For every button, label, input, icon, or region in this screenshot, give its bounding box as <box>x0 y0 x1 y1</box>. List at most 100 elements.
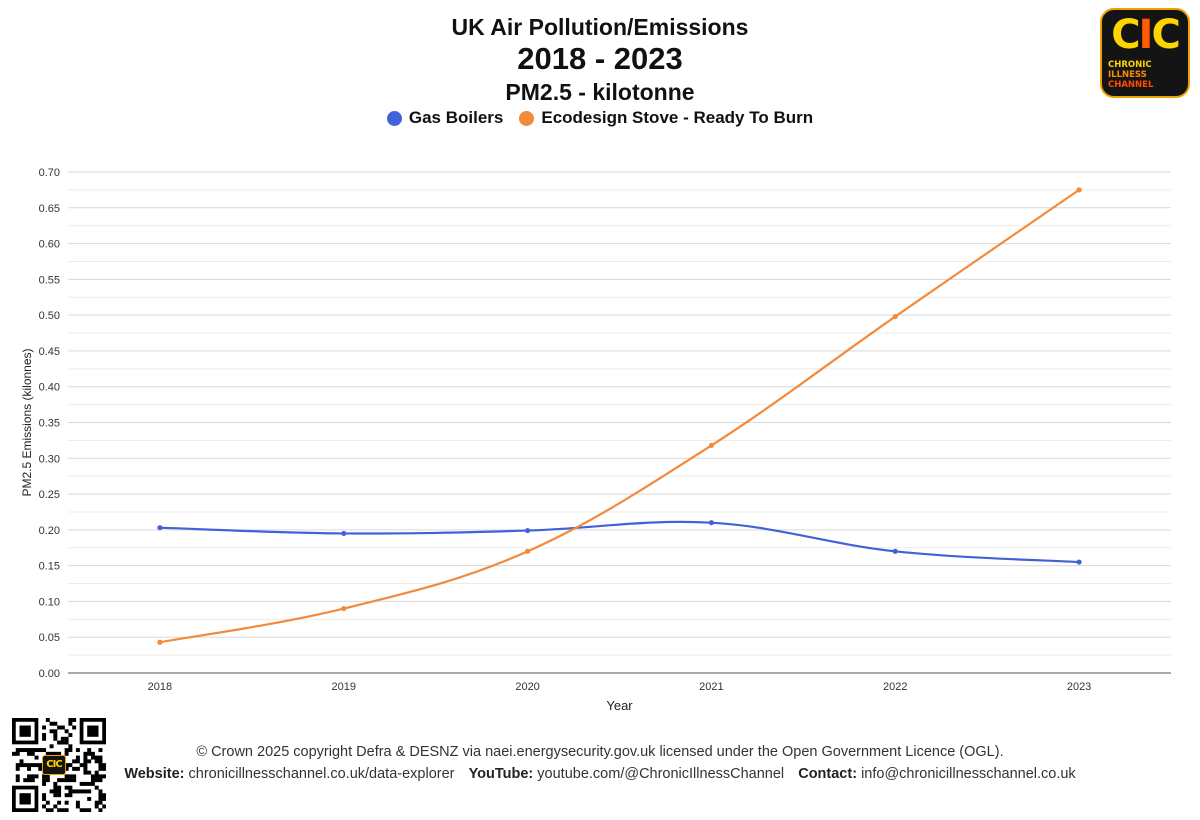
qr-module <box>94 800 99 805</box>
qr-module <box>53 736 58 741</box>
qr-module <box>42 774 47 779</box>
qr-module <box>83 755 88 760</box>
qr-module <box>87 759 92 764</box>
qr-module <box>19 748 24 753</box>
y-tick-label: 0.50 <box>39 310 60 322</box>
qr-module <box>102 796 106 801</box>
data-point <box>524 548 531 554</box>
qr-module <box>34 755 39 760</box>
y-tick-label: 0.15 <box>39 561 60 573</box>
qr-module <box>83 781 88 786</box>
qr-module <box>53 751 58 756</box>
qr-module <box>64 774 69 779</box>
qr-code-icon[interactable] <box>12 718 106 812</box>
qr-module <box>42 796 47 801</box>
y-tick-label: 0.70 <box>39 167 60 179</box>
copyright-text: © Crown 2025 copyright Defra & DESNZ via… <box>196 744 1004 760</box>
chart-header: UK Air Pollution/Emissions 2018 - 2023 P… <box>0 12 1200 108</box>
qr-module <box>87 770 92 775</box>
qr-module <box>27 766 31 771</box>
qr-module <box>83 751 88 756</box>
qr-module <box>72 789 77 794</box>
qr-module <box>53 785 58 790</box>
qr-module <box>27 748 31 753</box>
data-point <box>892 548 898 554</box>
qr-module <box>98 800 103 805</box>
qr-module <box>30 778 35 783</box>
qr-module <box>57 785 62 790</box>
x-tick-label: 2020 <box>515 681 539 693</box>
legend-label: Ecodesign Stove - Ready To Burn <box>541 108 814 127</box>
qr-module <box>45 808 50 812</box>
qr-module <box>64 766 69 771</box>
y-tick-label: 0.35 <box>39 418 60 430</box>
qr-module <box>102 804 106 809</box>
qr-module <box>12 751 16 756</box>
qr-module <box>98 808 103 812</box>
qr-module <box>90 781 95 786</box>
legend-item-gas-boilers[interactable]: Gas Boilers <box>386 108 503 128</box>
qr-module <box>94 770 99 775</box>
qr-module <box>72 766 77 771</box>
qr-module <box>68 763 73 768</box>
qr-module <box>75 748 80 753</box>
qr-module <box>102 793 106 798</box>
website-label: Website: <box>124 766 185 782</box>
qr-module <box>27 778 31 783</box>
x-tick-label: 2018 <box>148 681 172 693</box>
qr-module <box>68 733 73 737</box>
qr-module <box>83 763 88 768</box>
series-line-0 <box>159 520 1080 564</box>
qr-module <box>57 778 62 783</box>
qr-module <box>49 751 54 756</box>
chart-legend: Gas Boilers Ecodesign Stove - Ready To B… <box>0 108 1200 128</box>
qr-module <box>94 759 99 764</box>
qr-module <box>68 718 73 722</box>
qr-module <box>94 778 99 783</box>
qr-module <box>87 808 92 812</box>
qr-module <box>72 725 77 730</box>
qr-module <box>64 808 69 812</box>
qr-module <box>72 778 77 783</box>
qr-module <box>98 793 103 798</box>
qr-module <box>83 770 88 775</box>
qr-module <box>64 763 69 768</box>
qr-module <box>45 751 50 756</box>
qr-module <box>98 774 103 779</box>
qr-module <box>87 796 92 801</box>
qr-module <box>57 793 62 798</box>
qr-module <box>53 729 58 734</box>
qr-module <box>75 804 80 809</box>
qr-module <box>98 766 103 771</box>
qr-module <box>87 751 92 756</box>
qr-module <box>57 800 62 805</box>
qr-module <box>27 774 31 779</box>
line-chart: 0.00 0.05 0.10 0.15 0.20 0.25 0.30 0.35 0.40 0.45… <box>20 167 1171 713</box>
logo-word-channel: CHANNEL <box>1108 80 1154 90</box>
legend-item-ecodesign-stove[interactable]: Ecodesign Stove - Ready To Burn <box>519 108 813 128</box>
qr-module <box>42 733 47 737</box>
qr-module <box>19 763 24 768</box>
qr-module <box>102 766 106 771</box>
qr-module <box>94 785 99 790</box>
qr-module <box>102 763 106 768</box>
contact-link[interactable]: info@chronicillnesschannel.co.uk <box>861 766 1076 782</box>
chart-subtitle: PM2.5 - kilotonne <box>505 79 695 105</box>
qr-module <box>34 774 39 779</box>
qr-module <box>64 740 69 745</box>
qr-module <box>98 763 103 768</box>
qr-module <box>98 755 103 760</box>
qr-module <box>98 778 103 783</box>
youtube-link[interactable]: youtube.com/@ChronicIllnessChannel <box>537 766 785 782</box>
qr-module <box>53 789 58 794</box>
qr-module <box>42 793 47 798</box>
qr-module <box>68 721 73 726</box>
website-link[interactable]: chronicillnesschannel.co.uk/data-explore… <box>188 766 455 782</box>
qr-module <box>57 725 62 730</box>
logo-letters: CIC <box>1111 12 1181 58</box>
data-point <box>157 639 163 645</box>
qr-module <box>90 755 95 760</box>
qr-module <box>60 725 65 730</box>
qr-module <box>83 808 88 812</box>
qr-module <box>72 759 77 764</box>
